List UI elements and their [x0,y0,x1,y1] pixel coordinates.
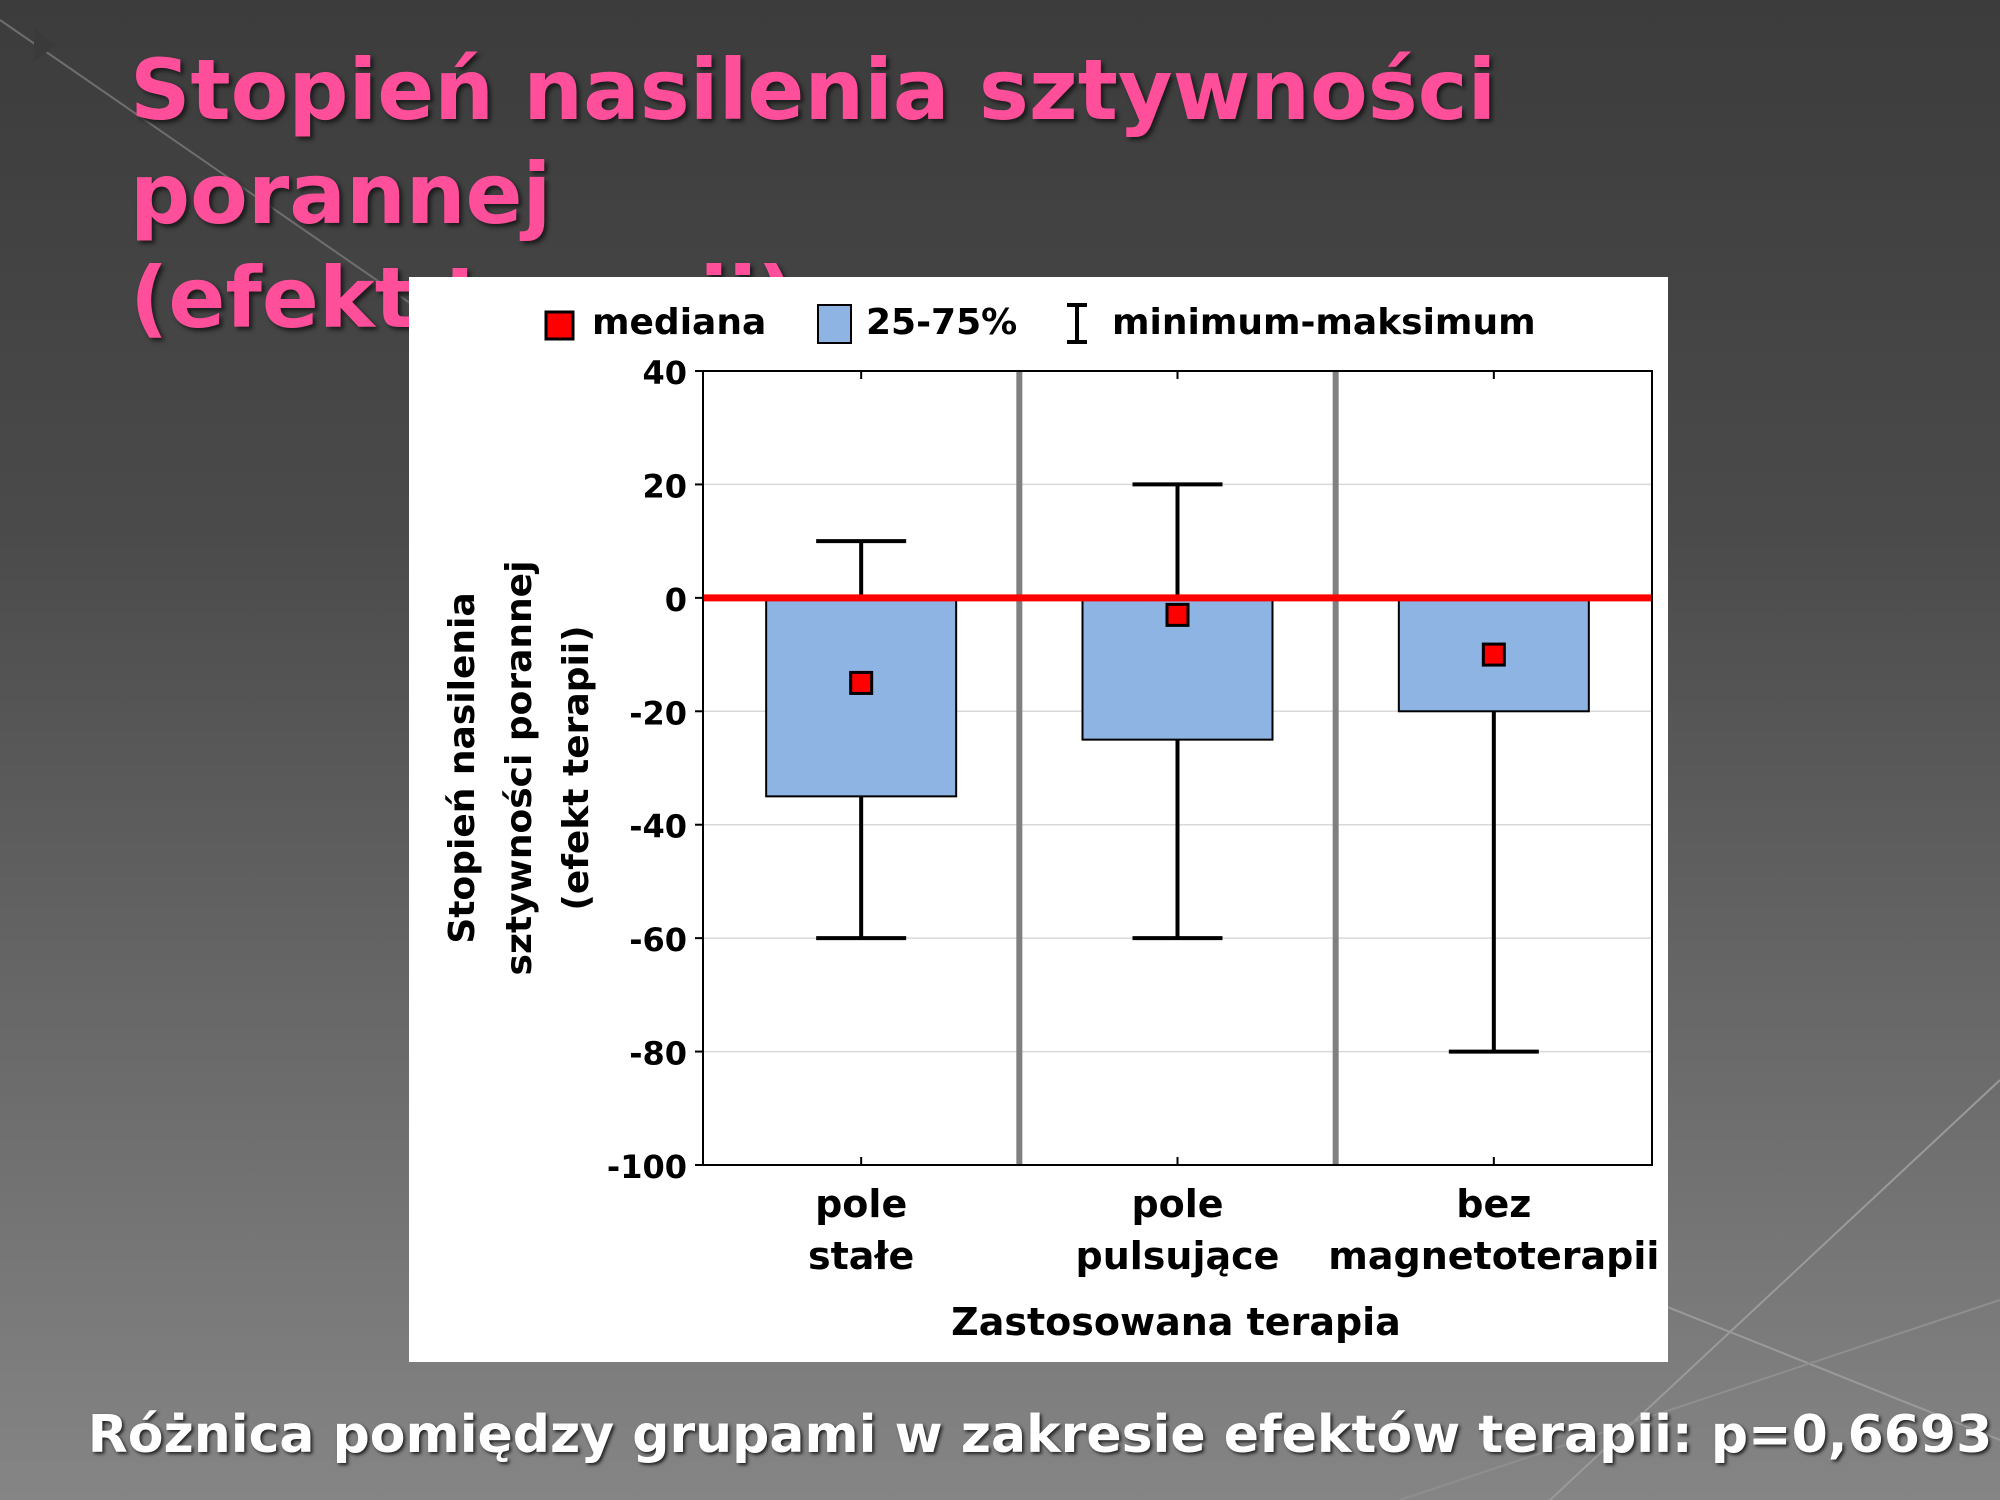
y-tick-label: -20 [629,694,687,732]
deco-line [0,19,421,311]
y-axis-title: Stopień nasilenia sztywności porannej (efe… [442,561,597,976]
legend-whisker-label: minimum-maksimum [1112,302,1536,343]
y-axis-title-line: (efekt terapii) [556,625,597,910]
x-axis-title: Zastosowana terapia [951,1300,1401,1344]
x-category-label: pole [815,1182,907,1226]
legend-box-label: 25-75% [866,302,1017,343]
y-tick-label: -100 [607,1148,687,1186]
x-category-label: stałe [808,1234,914,1278]
slide-title-line-1: Stopień nasilenia sztywności porannej [130,41,1497,243]
legend-whisker-icon [1067,303,1087,344]
x-category-label: bez [1456,1182,1531,1226]
y-axis-title-line: sztywności porannej [499,561,540,976]
median-marker [1165,602,1190,627]
deco-line [1549,1079,2000,1500]
y-tick-label: 20 [642,467,687,505]
x-category-label: pole [1131,1182,1223,1226]
iqr-box [765,596,958,798]
y-tick-label: -40 [629,808,687,846]
y-tick-label: -80 [629,1035,687,1073]
x-category-label: magnetoterapii [1328,1234,1659,1278]
footer-note: Różnica pomiędzy grupami w zakresie efek… [87,1405,1993,1465]
legend-box-swatch [817,304,852,344]
x-category-label: pulsujące [1076,1234,1280,1278]
legend-median-label: mediana [592,302,766,343]
y-tick-label: -60 [629,921,687,959]
y-axis-title-line: Stopień nasilenia [442,592,483,943]
median-marker [849,670,874,695]
plot-frame [702,370,1653,1166]
chart-panel: 40 20 0 -20 -40 -60 -80 -100 pole stałe pole pulsu… [409,277,1668,1362]
boxplot-chart: 40 20 0 -20 -40 -60 -80 -100 pole stałe pole pulsu… [442,302,1659,1344]
deco-line [1399,1299,2000,1500]
y-tick-label: 0 [665,581,687,619]
y-tick-label: 40 [642,354,687,392]
legend-median-swatch [544,310,575,341]
median-marker [1481,642,1506,667]
corner-arrow-icon [34,28,56,62]
